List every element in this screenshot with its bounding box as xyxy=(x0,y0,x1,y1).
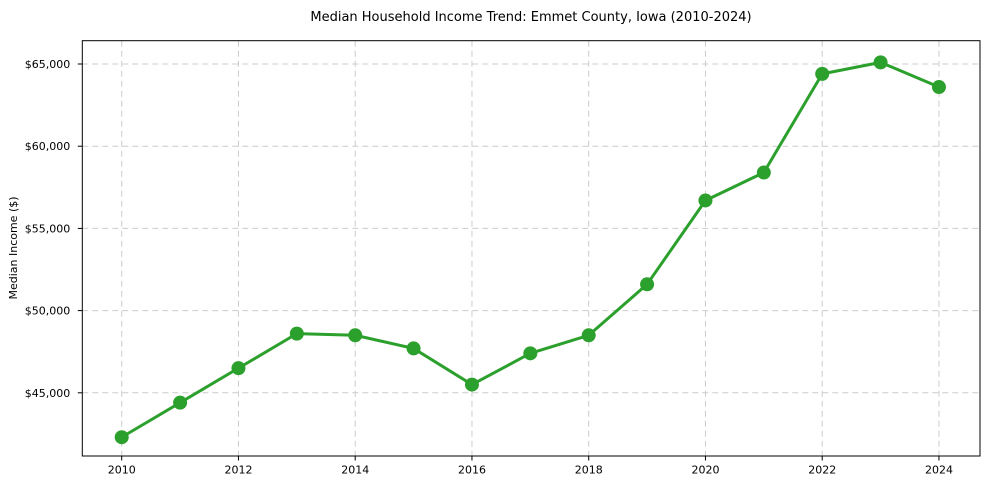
data-point-2022 xyxy=(815,66,830,81)
data-point-2015 xyxy=(406,341,421,356)
data-point-2016 xyxy=(464,377,479,392)
data-point-2021 xyxy=(756,165,771,180)
x-tick-label: 2010 xyxy=(108,464,136,477)
x-tick-label: 2020 xyxy=(691,464,719,477)
data-point-2012 xyxy=(231,361,246,376)
data-point-2011 xyxy=(173,395,188,410)
data-point-2019 xyxy=(640,277,655,292)
data-point-2013 xyxy=(289,326,304,341)
income-trend-line xyxy=(120,60,941,439)
plot-border xyxy=(81,40,981,457)
data-point-2010 xyxy=(114,430,129,445)
x-tick-label: 2012 xyxy=(224,464,252,477)
gridlines xyxy=(82,40,980,456)
data-point-2020 xyxy=(698,193,713,208)
x-tick-label: 2024 xyxy=(925,464,953,477)
data-point-2023 xyxy=(873,55,888,70)
axes-and-ticks: 2010 2012 2014 2016 2018 2020 2022 2024 $45,000 $… xyxy=(25,40,981,477)
data-point-2018 xyxy=(581,328,596,343)
y-tick-label: $50,000 xyxy=(25,305,71,318)
y-tick-label: $60,000 xyxy=(25,140,71,153)
income-trend-series xyxy=(114,55,946,445)
x-tick-label: 2016 xyxy=(458,464,486,477)
chart-title: Median Household Income Trend: Emmet Cou… xyxy=(310,10,751,25)
x-tick-label: 2014 xyxy=(341,464,369,477)
x-tick-label: 2018 xyxy=(575,464,603,477)
x-tick-label: 2022 xyxy=(808,464,836,477)
data-point-2014 xyxy=(348,328,363,343)
y-tick-label: $55,000 xyxy=(25,222,71,235)
y-tick-label: $65,000 xyxy=(25,58,71,71)
y-tick-label: $45,000 xyxy=(25,387,71,400)
data-point-2017 xyxy=(523,346,538,361)
y-axis-label: Median Income ($) xyxy=(7,196,20,299)
data-point-2024 xyxy=(931,80,946,95)
